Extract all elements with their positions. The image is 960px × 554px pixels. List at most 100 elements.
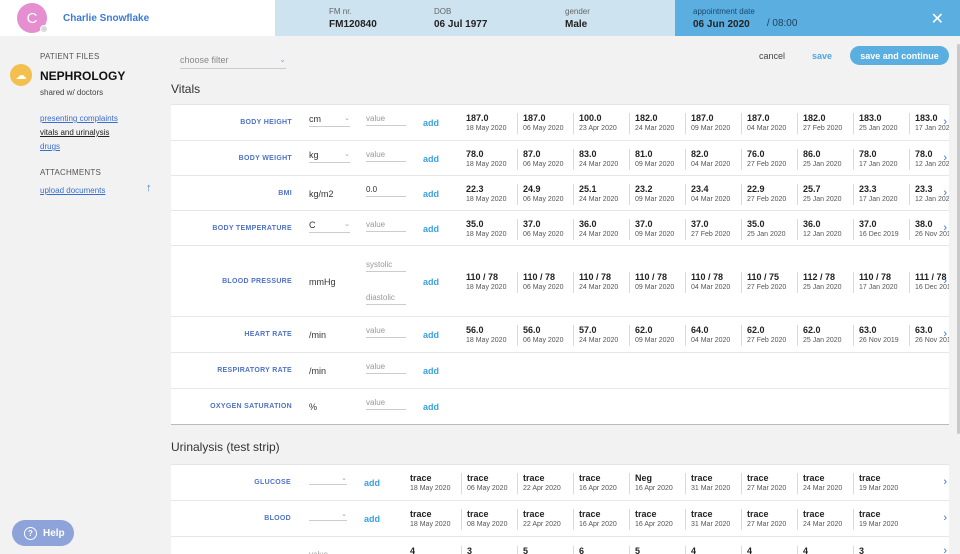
sidebar-link-vitals-urinalysis[interactable]: vitals and urinalysis — [40, 128, 110, 137]
reading-item[interactable]: 6 — [573, 546, 629, 554]
reading-item[interactable]: 110 / 78 09 Mar 2020 — [629, 272, 685, 293]
add-button[interactable]: add — [423, 277, 440, 287]
reading-item[interactable]: 22.9 27 Feb 2020 — [741, 184, 797, 205]
reading-item[interactable]: 83.0 24 Mar 2020 — [573, 149, 629, 170]
value-input[interactable]: value — [366, 362, 406, 374]
systolic-input[interactable]: systolic — [366, 260, 406, 272]
reading-item[interactable]: 56.0 06 May 2020 — [517, 325, 573, 346]
reading-item[interactable]: trace 16 Apr 2020 — [573, 473, 629, 494]
reading-item[interactable]: 23.4 04 Mar 2020 — [685, 184, 741, 205]
upload-documents-link[interactable]: upload documents — [40, 186, 106, 195]
close-icon[interactable]: ✕ — [930, 11, 944, 28]
value-input[interactable]: value — [366, 150, 406, 162]
reading-item[interactable]: trace 19 Mar 2020 — [853, 509, 909, 530]
reading-item[interactable]: 112 / 78 25 Jan 2020 — [797, 272, 853, 293]
reading-item[interactable]: 78.0 17 Jan 2020 — [853, 149, 909, 170]
reading-item[interactable]: 110 / 78 18 May 2020 — [461, 272, 517, 293]
reading-item[interactable]: 23.3 17 Jan 2020 — [853, 184, 909, 205]
add-button[interactable]: add — [423, 330, 440, 340]
reading-item[interactable]: trace 19 Mar 2020 — [853, 473, 909, 494]
reading-item[interactable]: trace 31 Mar 2020 — [685, 473, 741, 494]
add-button[interactable]: add — [364, 514, 381, 524]
chevron-right-icon[interactable]: › — [943, 187, 947, 199]
reading-item[interactable]: 4 — [685, 546, 741, 554]
value-input[interactable]: value — [366, 220, 406, 232]
reading-item[interactable]: 110 / 75 27 Feb 2020 — [741, 272, 797, 293]
reading-item[interactable]: 110 / 78 04 Mar 2020 — [685, 272, 741, 293]
add-button[interactable]: add — [423, 224, 440, 234]
sidebar-link-drugs[interactable]: drugs — [40, 142, 61, 151]
reading-item[interactable]: 23.2 09 Mar 2020 — [629, 184, 685, 205]
reading-item[interactable]: trace 22 Apr 2020 — [517, 473, 573, 494]
result-select[interactable]: ⌄ — [309, 510, 347, 521]
reading-item[interactable]: 182.0 27 Feb 2020 — [797, 113, 853, 134]
reading-item[interactable]: 35.0 25 Jan 2020 — [741, 219, 797, 240]
reading-item[interactable]: trace 08 May 2020 — [461, 509, 517, 530]
reading-item[interactable]: trace 22 Apr 2020 — [517, 509, 573, 530]
reading-item[interactable]: 5 — [629, 546, 685, 554]
reading-item[interactable]: trace 18 May 2020 — [405, 509, 461, 530]
reading-item[interactable]: trace 06 May 2020 — [461, 473, 517, 494]
reading-item[interactable]: 81.0 09 Mar 2020 — [629, 149, 685, 170]
reading-item[interactable]: 110 / 78 24 Mar 2020 — [573, 272, 629, 293]
patient-name[interactable]: Charlie Snowflake — [63, 12, 150, 24]
unit-select[interactable]: kg ⌄ — [309, 150, 350, 163]
value-input[interactable]: 0.0 — [366, 185, 406, 197]
reading-item[interactable]: trace 24 Mar 2020 — [797, 473, 853, 494]
reading-item[interactable]: 182.0 24 Mar 2020 — [629, 113, 685, 134]
reading-item[interactable]: 87.0 06 May 2020 — [517, 149, 573, 170]
reading-item[interactable]: 64.0 04 Mar 2020 — [685, 325, 741, 346]
reading-item[interactable]: 38.0 26 Nov 2019 — [909, 219, 949, 240]
reading-item[interactable]: 25.7 25 Jan 2020 — [797, 184, 853, 205]
add-button[interactable]: add — [423, 189, 440, 199]
reading-item[interactable]: 187.0 04 Mar 2020 — [741, 113, 797, 134]
reading-item[interactable]: 78.0 12 Jan 2020 — [909, 149, 949, 170]
reading-item[interactable]: trace 16 Apr 2020 — [573, 509, 629, 530]
upload-arrow-icon[interactable]: ↑ — [146, 182, 152, 194]
reading-item[interactable]: 111 / 78 16 Dec 2019 — [909, 272, 949, 293]
appointment-time[interactable]: / 08:00 — [766, 18, 798, 29]
reading-item[interactable]: 4 — [797, 546, 853, 554]
reading-item[interactable]: 56.0 18 May 2020 — [461, 325, 517, 346]
cancel-button[interactable]: cancel — [759, 51, 786, 61]
reading-item[interactable]: 23.3 12 Jan 2020 — [909, 184, 949, 205]
reading-item[interactable]: trace 27 Mar 2020 — [741, 509, 797, 530]
add-button[interactable]: add — [423, 402, 440, 412]
reading-item[interactable]: trace 16 Apr 2020 — [629, 509, 685, 530]
reading-item[interactable]: 62.0 09 Mar 2020 — [629, 325, 685, 346]
chevron-right-icon[interactable]: › — [943, 512, 947, 524]
result-select[interactable]: ⌄ — [309, 474, 347, 485]
reading-item[interactable]: 187.0 18 May 2020 — [461, 113, 517, 134]
reading-item[interactable]: 37.0 09 Mar 2020 — [629, 219, 685, 240]
chevron-right-icon[interactable]: › — [943, 476, 947, 488]
reading-item[interactable]: 78.0 18 May 2020 — [461, 149, 517, 170]
unit-select[interactable]: C ⌄ — [309, 220, 350, 233]
reading-item[interactable]: trace 27 Mar 2020 — [741, 473, 797, 494]
reading-item[interactable]: 100.0 23 Apr 2020 — [573, 113, 629, 134]
reading-item[interactable]: 24.9 06 May 2020 — [517, 184, 573, 205]
unit-select[interactable]: cm ⌄ — [309, 114, 350, 127]
reading-item[interactable]: 25.1 24 Mar 2020 — [573, 184, 629, 205]
save-and-continue-button[interactable]: save and continue — [850, 46, 949, 65]
save-button[interactable]: save — [812, 51, 833, 61]
reading-item[interactable]: 183.0 17 Jan 2020 — [909, 113, 949, 134]
chevron-right-icon[interactable]: › — [943, 275, 947, 287]
reading-item[interactable]: 82.0 04 Mar 2020 — [685, 149, 741, 170]
reading-item[interactable]: 4 — [405, 546, 461, 554]
reading-item[interactable]: 76.0 27 Feb 2020 — [741, 149, 797, 170]
add-button[interactable]: add — [423, 118, 440, 128]
reading-item[interactable]: Neg 16 Apr 2020 — [629, 473, 685, 494]
reading-item[interactable]: 187.0 09 Mar 2020 — [685, 113, 741, 134]
appointment-date[interactable]: 06 Jun 2020 — [693, 18, 750, 30]
chevron-right-icon[interactable]: › — [943, 328, 947, 340]
reading-item[interactable]: 63.0 26 Nov 2019 — [853, 325, 909, 346]
reading-item[interactable]: 62.0 25 Jan 2020 — [797, 325, 853, 346]
reading-item[interactable]: 62.0 27 Feb 2020 — [741, 325, 797, 346]
help-button[interactable]: ? Help — [12, 520, 74, 546]
value-input[interactable]: value — [366, 114, 406, 126]
chevron-right-icon[interactable]: › — [943, 545, 947, 554]
reading-item[interactable]: 3 — [461, 546, 517, 554]
add-button[interactable]: add — [364, 478, 381, 488]
reading-item[interactable]: 5 — [517, 546, 573, 554]
reading-item[interactable]: 187.0 06 May 2020 — [517, 113, 573, 134]
